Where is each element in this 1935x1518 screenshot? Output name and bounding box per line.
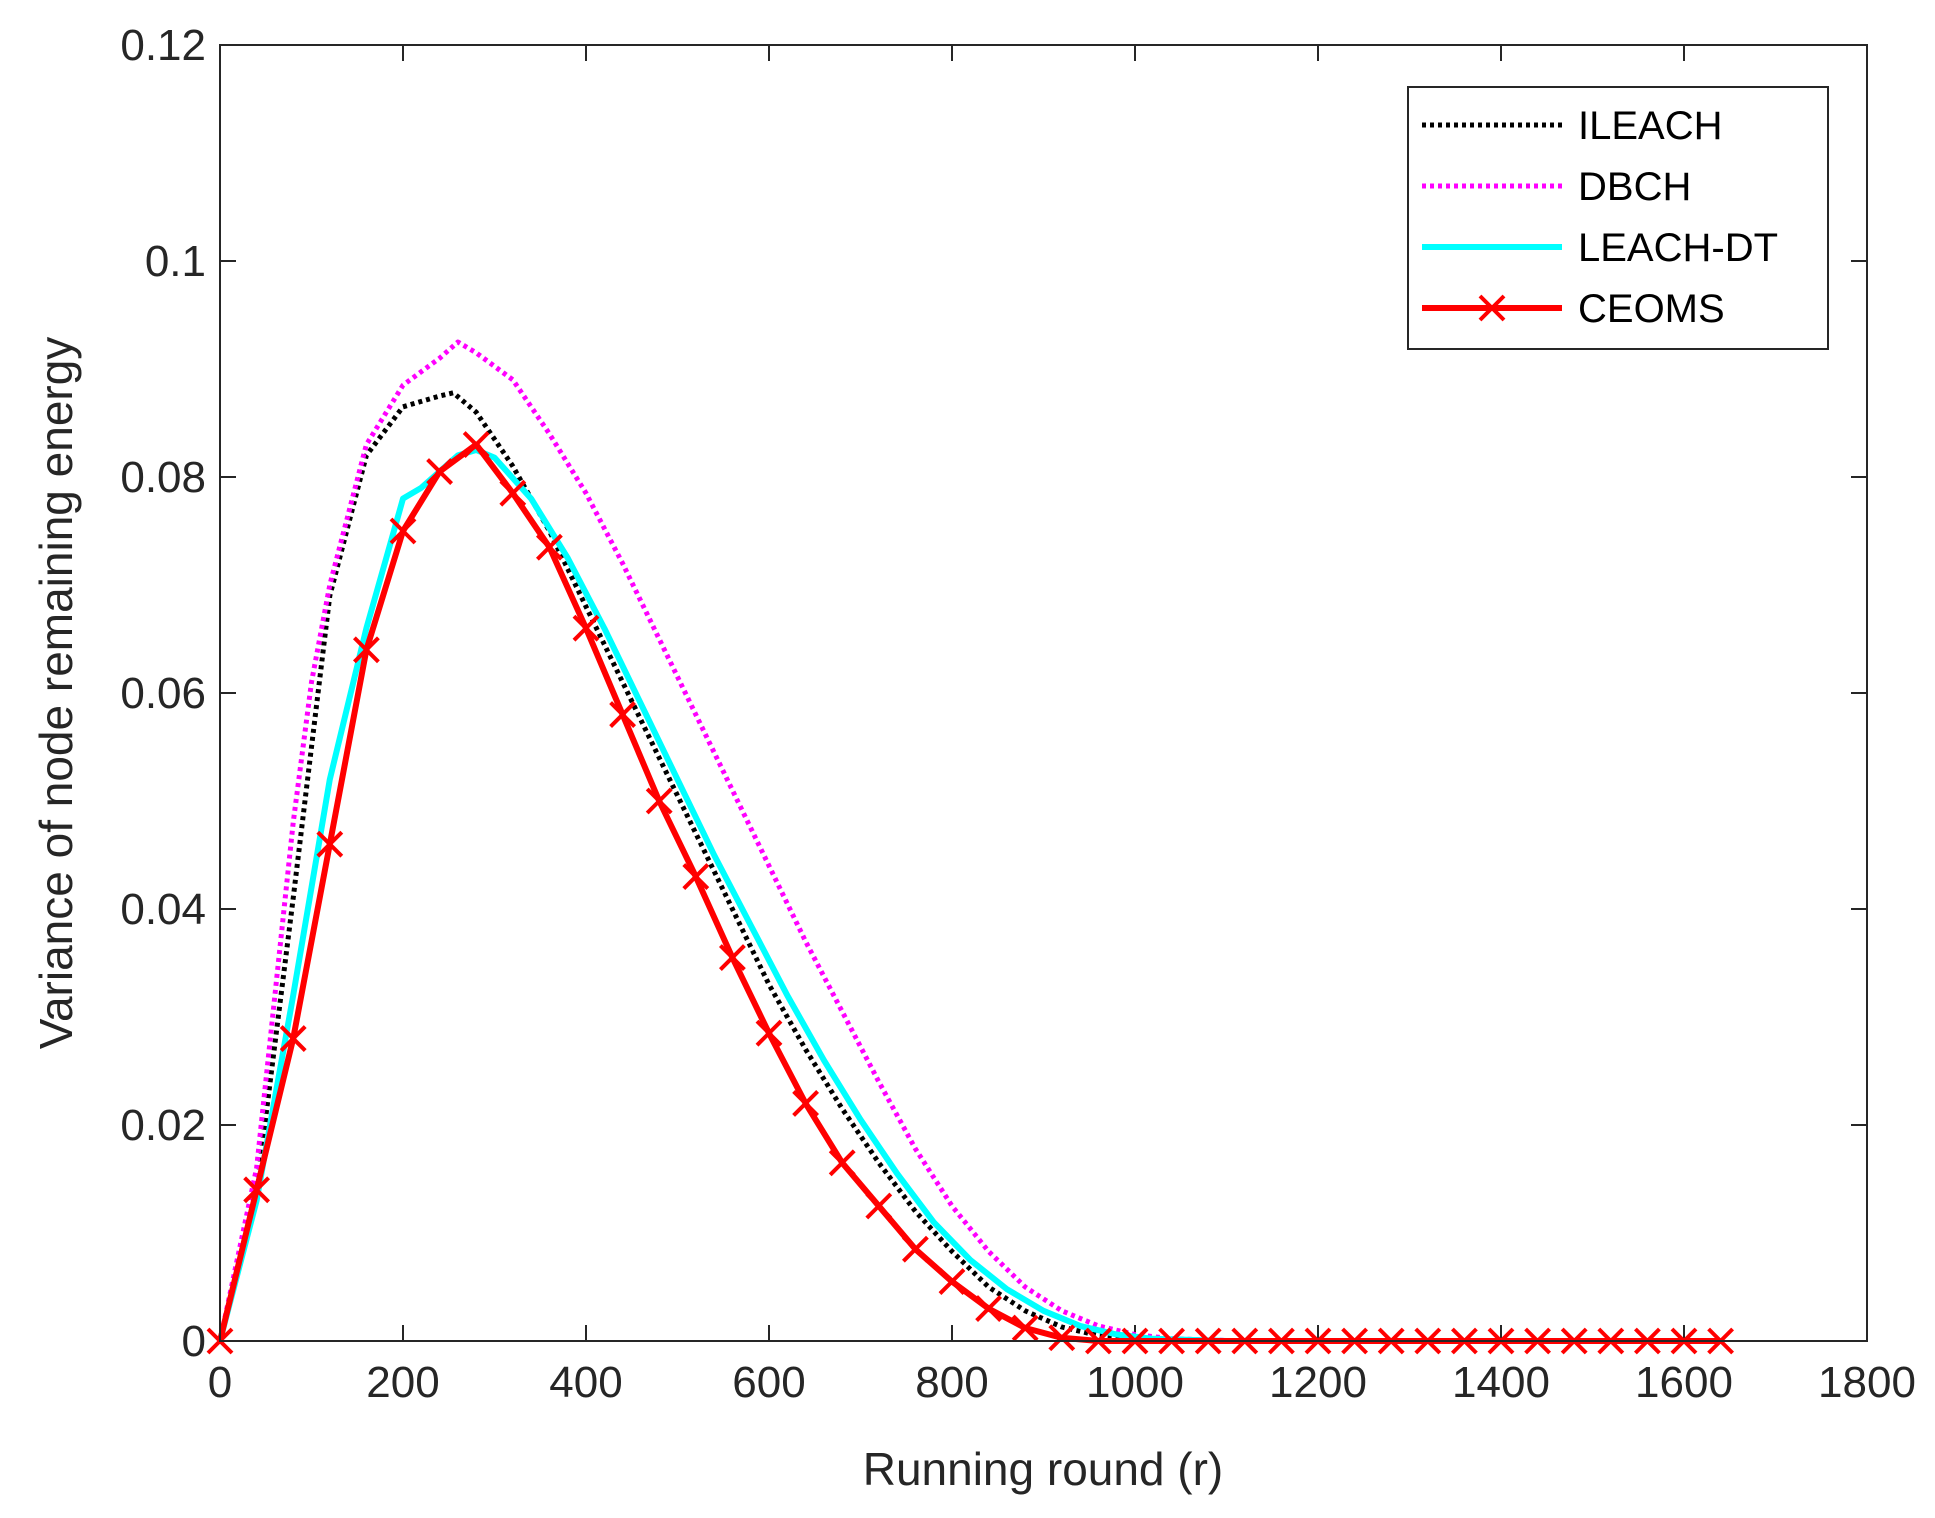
y-tick-label: 0.06 [120, 669, 206, 718]
x-tick-label: 1400 [1452, 1358, 1550, 1407]
x-marker-stroke [865, 1192, 893, 1220]
data-point-ceoms [865, 1192, 893, 1220]
y-tick-label: 0.04 [120, 885, 206, 934]
data-point-ceoms [462, 431, 490, 459]
x-marker-stroke [462, 431, 490, 459]
data-point-ceoms [938, 1268, 966, 1296]
legend: ILEACH DBCH LEACH-DT CEOMS [1407, 86, 1829, 350]
x-axis-ticks: 0 200 400 600 800 1000 1200 1400 1600 1800 [208, 45, 1916, 1407]
data-point-ceoms [1048, 1324, 1076, 1352]
legend-label-leach-dt: LEACH-DT [1578, 226, 1778, 270]
data-point-ceoms [609, 701, 637, 729]
x-tick-label: 1800 [1818, 1358, 1916, 1407]
data-point-ceoms [792, 1089, 820, 1117]
x-marker-stroke [426, 458, 454, 486]
x-tick-label: 1600 [1635, 1358, 1733, 1407]
data-point-ceoms [389, 517, 417, 545]
data-point-ceoms [1011, 1314, 1039, 1342]
plot-frame [219, 44, 1868, 1342]
data-point-ceoms [426, 458, 454, 486]
x-tick-label: 0 [208, 1358, 232, 1407]
x-tick-label: 200 [366, 1358, 439, 1407]
data-point-ceoms [352, 636, 380, 664]
data-point-ceoms [572, 614, 600, 642]
data-point-ceoms [279, 1025, 307, 1053]
y-tick-label: 0.02 [120, 1101, 206, 1150]
legend-label-ileach: ILEACH [1578, 104, 1723, 148]
series-line-ileach [217, 390, 1318, 1344]
x-marker-stroke [499, 479, 527, 507]
x-marker-stroke [901, 1235, 929, 1263]
x-marker-stroke [645, 787, 673, 815]
legend-label-ceoms: CEOMS [1578, 287, 1725, 331]
x-marker-stroke [572, 614, 600, 642]
y-tick-label: 0.08 [120, 453, 206, 502]
data-point-ceoms [645, 787, 673, 815]
series-line-leach-dt [217, 447, 1337, 1344]
x-marker-stroke [1048, 1324, 1076, 1352]
data-point-ceoms [975, 1295, 1003, 1323]
x-marker-stroke [389, 517, 417, 545]
y-tick-label: 0.1 [145, 237, 206, 286]
x-marker-stroke [975, 1295, 1003, 1323]
data-point-ceoms [755, 1019, 783, 1047]
x-marker-stroke [718, 944, 746, 972]
x-marker-stroke [828, 1149, 856, 1177]
x-tick-label: 600 [732, 1358, 805, 1407]
x-tick-label: 1000 [1086, 1358, 1184, 1407]
y-tick-label: 0 [182, 1317, 206, 1366]
x-marker-stroke [755, 1019, 783, 1047]
data-point-ceoms [901, 1235, 929, 1263]
data-point-ceoms [535, 533, 563, 561]
x-marker-stroke [243, 1176, 271, 1204]
x-marker-stroke [352, 636, 380, 664]
x-marker-stroke [1011, 1314, 1039, 1342]
x-marker-stroke [938, 1268, 966, 1296]
y-tick-label: 0.12 [120, 21, 206, 70]
data-point-ceoms [718, 944, 746, 972]
legend-label-dbch: DBCH [1578, 165, 1691, 209]
x-marker-stroke [792, 1089, 820, 1117]
x-marker-stroke [609, 701, 637, 729]
x-marker-stroke [535, 533, 563, 561]
y-axis-label: Variance of node remaining energy [30, 337, 82, 1050]
data-point-ceoms [316, 830, 344, 858]
data-point-ceoms [682, 863, 710, 891]
x-marker-stroke [279, 1025, 307, 1053]
x-marker-stroke [316, 830, 344, 858]
x-tick-label: 1200 [1269, 1358, 1367, 1407]
data-point-ceoms [243, 1176, 271, 1204]
y-axis-ticks: 0 0.02 0.04 0.06 0.08 0.1 0.12 [120, 21, 1867, 1366]
legend-marker-ceoms [1478, 294, 1506, 322]
x-marker-stroke [682, 863, 710, 891]
data-point-ceoms [499, 479, 527, 507]
x-axis-label: Running round (r) [863, 1443, 1224, 1495]
series-line-dbch [217, 339, 1355, 1344]
x-tick-label: 400 [549, 1358, 622, 1407]
data-point-ceoms [828, 1149, 856, 1177]
x-tick-label: 800 [915, 1358, 988, 1407]
